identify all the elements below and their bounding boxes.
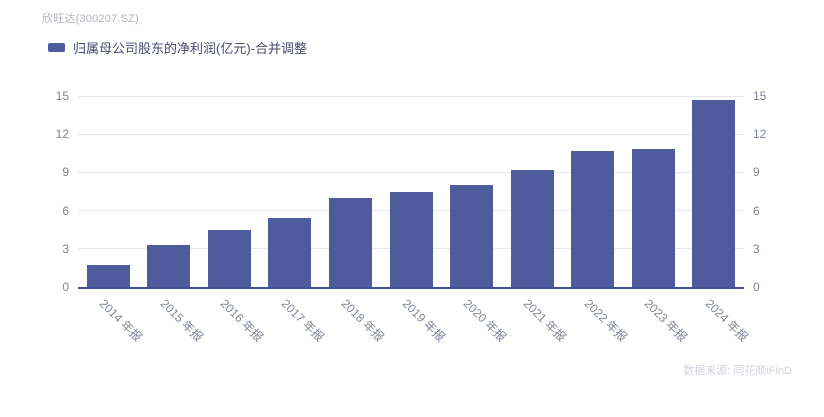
data-source-note: 数据来源: 同花顺iFinD [683,365,792,377]
legend-marker-icon [48,43,65,52]
y-axis-tick-label-left: 9 [62,165,69,180]
x-axis-tick-label: 2015 年报 [157,296,206,345]
y-axis-tick-label-left: 6 [62,203,69,218]
y-axis-tick-label-left: 0 [62,280,69,294]
gridline [78,133,744,135]
x-axis-tick-label: 2023 年报 [641,296,690,345]
y-axis-tick-label-left: 15 [55,89,69,103]
bar-2023[interactable] [631,149,675,287]
chart-title: 欣旺达(300207.SZ) [42,13,139,25]
bar-2019[interactable] [389,191,433,287]
x-axis-tick-label: 2020 年报 [460,296,509,345]
x-axis-tick-label: 2018 年报 [339,296,388,345]
x-axis-tick-label: 2016 年报 [218,296,267,345]
bar-2024[interactable] [692,99,736,287]
y-axis-tick-label-right: 6 [753,203,760,218]
x-axis-tick-label: 2021 年报 [520,296,569,345]
legend-label: 归属母公司股东的净利润(亿元)-合并调整 [73,41,307,56]
y-axis-tick-label-right: 3 [753,241,760,256]
y-axis-tick-label-right: 15 [753,89,767,103]
bar-2016[interactable] [207,229,251,287]
y-axis-tick-label-right: 9 [753,165,760,180]
plot-area: 0 0 3 3 6 6 9 9 12 12 15 15 2014 年报 2015 年报 2016 年报 201… [56,89,767,345]
y-axis-tick-label-left: 12 [55,127,69,142]
x-axis-tick-label: 2024 年报 [702,296,751,345]
y-axis-tick-label-right: 0 [753,280,760,294]
x-axis-tick-label: 2017 年报 [278,296,327,345]
gridline [78,95,744,97]
x-axis-tick-label: 2019 年报 [399,296,448,345]
bar-2014[interactable] [86,265,130,287]
bar-2020[interactable] [450,185,494,287]
gridline [78,171,744,173]
y-axis-tick-label-right: 12 [753,127,767,142]
y-axis-tick-label-left: 3 [62,241,69,256]
bar-2015[interactable] [147,244,191,287]
bar-2018[interactable] [328,197,372,287]
x-axis-tick-label: 2014 年报 [96,296,146,345]
bar-2017[interactable] [268,217,312,287]
bar-2021[interactable] [510,169,554,287]
legend-item[interactable]: 归属母公司股东的净利润(亿元)-合并调整 [48,38,307,57]
x-axis-tick-label: 2022 年报 [581,296,630,345]
bar-2022[interactable] [571,151,615,287]
